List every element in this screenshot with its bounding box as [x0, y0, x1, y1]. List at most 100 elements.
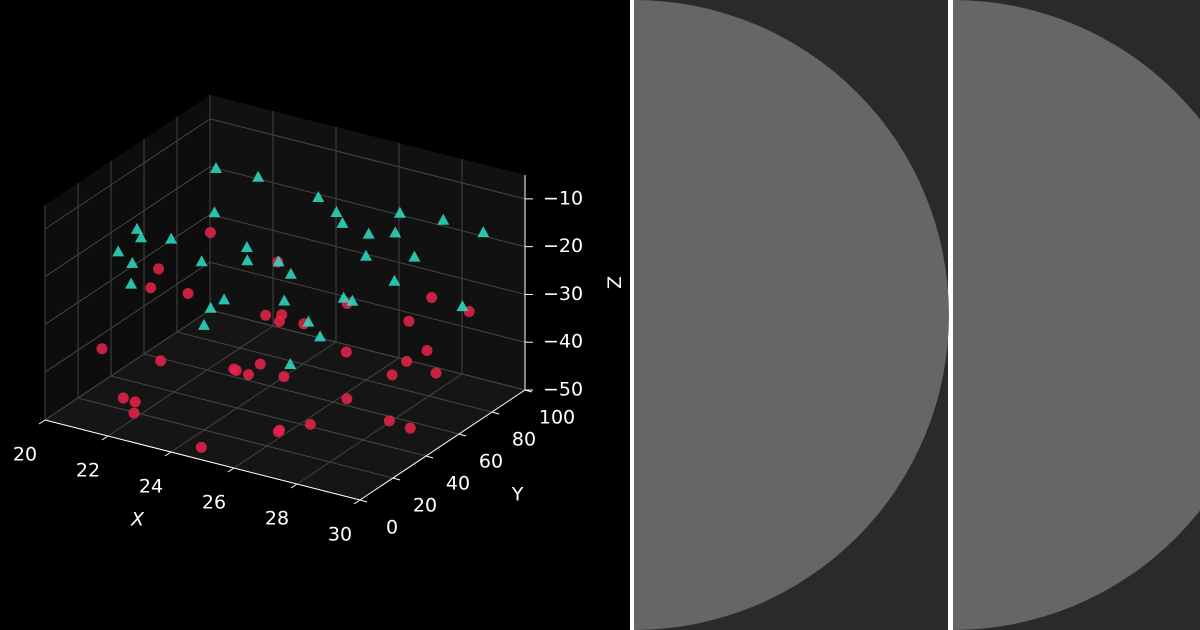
tick-mark: [458, 433, 467, 437]
y-tick-label: 60: [479, 451, 503, 473]
grid-line: [176, 331, 493, 413]
point: [404, 422, 416, 434]
grid-line: [44, 214, 211, 325]
axis-line: [44, 419, 361, 501]
x-tick-label: 20: [13, 444, 37, 466]
point: [456, 300, 469, 312]
grid-line: [44, 309, 211, 421]
point: [130, 222, 143, 234]
z-tick-label: −50: [543, 379, 583, 401]
z-tick-label: −10: [543, 187, 583, 209]
point: [302, 315, 315, 327]
point: [273, 316, 285, 328]
point: [128, 407, 140, 419]
tick-mark: [227, 467, 235, 473]
left-pane: [45, 95, 210, 420]
point: [240, 240, 253, 252]
grid-line: [296, 373, 463, 485]
grid-line: [110, 375, 427, 457]
x-axis-label: X: [130, 509, 145, 531]
point: [165, 232, 178, 244]
point: [360, 249, 372, 261]
semicircle: [634, 0, 949, 630]
tick-mark: [353, 499, 361, 505]
y-tick-label: 20: [413, 495, 437, 517]
point: [126, 256, 139, 268]
z-axis-label: Z: [603, 276, 625, 289]
point: [388, 274, 401, 286]
tick-mark: [290, 483, 298, 489]
point: [135, 231, 147, 243]
point: [254, 358, 266, 370]
point: [129, 396, 141, 408]
tick-mark: [101, 435, 109, 441]
grid-line: [209, 261, 526, 343]
point: [477, 226, 490, 238]
y-tick-label: 0: [386, 517, 398, 539]
x-tick-label: 22: [76, 460, 100, 482]
point: [304, 418, 316, 430]
x-tick-label: 28: [265, 508, 289, 530]
point: [230, 364, 242, 376]
point: [208, 206, 221, 218]
point: [242, 369, 254, 381]
tick-mark: [425, 455, 434, 459]
point: [346, 294, 359, 306]
grid-line: [44, 166, 211, 278]
grid-line: [143, 353, 460, 435]
z-tick-label: −40: [543, 331, 583, 353]
point: [204, 227, 216, 239]
y-tick-label: 80: [512, 429, 536, 451]
x-tick-label: 26: [202, 492, 226, 514]
point: [145, 282, 157, 294]
tick-mark: [164, 451, 172, 457]
point: [252, 170, 265, 182]
point: [383, 415, 395, 427]
point: [278, 371, 290, 383]
point: [278, 294, 291, 306]
grid-line: [44, 261, 211, 373]
grid-line: [209, 118, 526, 200]
point: [204, 301, 217, 313]
point: [272, 426, 284, 438]
grid-line: [233, 357, 400, 469]
point: [330, 206, 343, 218]
point: [389, 226, 402, 238]
point: [340, 346, 352, 358]
tick-mark: [392, 477, 401, 481]
point: [408, 250, 421, 262]
grid-line: [44, 118, 211, 230]
axis-line: [359, 389, 526, 501]
point: [312, 190, 325, 202]
tick-mark: [38, 419, 46, 425]
point: [198, 318, 210, 330]
point: [272, 255, 285, 267]
y-tick-label: 100: [539, 407, 575, 429]
point: [362, 227, 375, 239]
back-pane: [210, 95, 525, 390]
point: [260, 309, 272, 321]
y-axis-label: Y: [511, 484, 524, 506]
point: [155, 355, 167, 367]
point: [195, 441, 207, 453]
point: [314, 330, 327, 342]
point: [96, 343, 108, 355]
point: [336, 216, 349, 228]
point: [125, 277, 138, 289]
x-tick-label: 30: [328, 524, 352, 546]
point: [117, 392, 129, 404]
point: [337, 291, 350, 303]
point: [437, 213, 450, 225]
point: [182, 288, 194, 300]
point: [284, 357, 297, 369]
point: [393, 206, 406, 218]
point: [284, 267, 297, 279]
tick-mark: [491, 411, 500, 415]
z-tick-label: −30: [543, 283, 583, 305]
point: [341, 393, 353, 405]
point: [386, 369, 398, 381]
grid-line: [209, 309, 526, 391]
